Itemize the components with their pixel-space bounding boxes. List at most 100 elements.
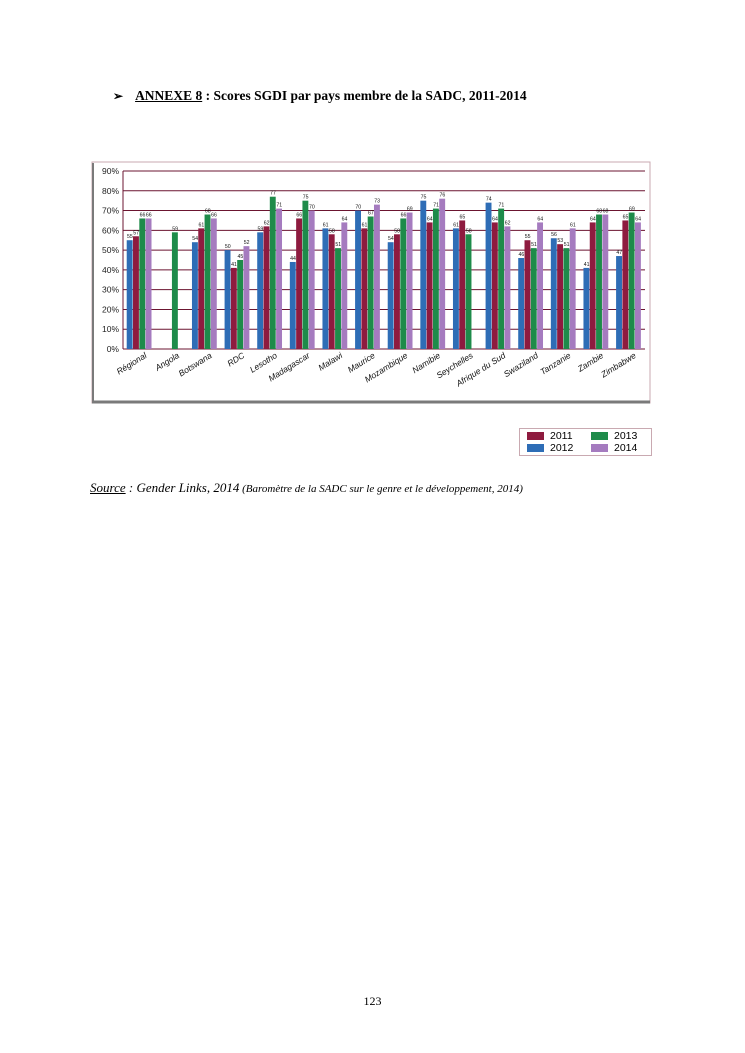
data-label: 75 [303, 195, 309, 201]
bar [504, 226, 510, 349]
bar [231, 268, 237, 349]
bar [407, 213, 413, 349]
bar [453, 228, 459, 349]
data-label: 64 [590, 216, 596, 222]
y-tick-label: 90% [102, 166, 119, 176]
data-label: 64 [427, 216, 433, 222]
legend-swatch-2014 [591, 444, 608, 452]
data-label: 71 [276, 203, 282, 209]
page-number: 123 [0, 994, 745, 1009]
bar [290, 262, 296, 349]
data-label: 55 [525, 234, 531, 240]
bar [329, 234, 335, 349]
data-label: 51 [335, 242, 341, 248]
bar [602, 215, 608, 349]
bar [551, 238, 557, 349]
data-label: 47 [616, 250, 622, 256]
data-label: 59 [172, 226, 178, 232]
data-label: 62 [264, 220, 270, 226]
bar [466, 234, 472, 349]
source-detail: (Baromètre de la SADC sur le genre et le… [239, 483, 522, 495]
bar [368, 216, 374, 349]
data-label: 56 [551, 232, 557, 238]
bar [355, 211, 361, 349]
bar [531, 248, 537, 349]
source-note: Source : Gender Links, 2014 (Baromètre d… [90, 480, 523, 496]
data-label: 54 [192, 236, 198, 242]
legend-label-2011: 2011 [550, 430, 573, 442]
y-tick-label: 60% [102, 225, 119, 235]
bar [635, 222, 641, 349]
data-label: 62 [505, 220, 511, 226]
data-label: 66 [296, 212, 302, 218]
annex-label: ANNEXE 8 [135, 88, 202, 103]
data-label: 55 [127, 234, 133, 240]
data-label: 64 [635, 216, 641, 222]
bar [276, 209, 282, 349]
y-tick-label: 10% [102, 324, 119, 334]
legend-item-2013: 2013 [591, 430, 637, 442]
bar [622, 220, 628, 349]
bar [427, 222, 433, 349]
chart-container: 0% 10% 20% 30% 40% 50% 60% 70% 80% 90% 55 57 66 66 Rég… [90, 160, 652, 405]
legend-swatch-2013 [591, 432, 608, 440]
bar [400, 218, 406, 349]
data-label: 50 [225, 244, 231, 250]
data-label: 69 [407, 207, 413, 213]
bar [525, 240, 531, 349]
data-label: 64 [492, 216, 498, 222]
data-label: 58 [466, 228, 472, 234]
data-label: 52 [244, 240, 250, 246]
bar [629, 213, 635, 349]
bar [486, 203, 492, 349]
data-label: 67 [368, 210, 374, 216]
bar [127, 240, 133, 349]
bar [570, 228, 576, 349]
data-label: 64 [342, 216, 348, 222]
bar [361, 228, 367, 349]
legend-swatch-2012 [527, 444, 544, 452]
bar [341, 222, 347, 349]
bar [192, 242, 198, 349]
data-label: 41 [584, 262, 590, 268]
bar [420, 201, 426, 349]
bullet-arrow-icon: ➢ [113, 89, 123, 104]
data-label: 65 [460, 214, 466, 220]
y-tick-label: 50% [102, 245, 119, 255]
bar [388, 242, 394, 349]
bar [225, 250, 231, 349]
data-label: 51 [531, 242, 537, 248]
data-label: 68 [596, 209, 602, 215]
bar [198, 228, 204, 349]
data-label: 53 [557, 238, 563, 244]
bar [335, 248, 341, 349]
bar [205, 215, 211, 349]
bar [322, 228, 328, 349]
data-label: 45 [237, 254, 243, 260]
bar [596, 215, 602, 349]
data-label: 69 [629, 207, 635, 213]
data-label: 58 [329, 228, 335, 234]
source-label: Source [90, 480, 126, 495]
data-label: 70 [355, 205, 361, 211]
legend-swatch-2011 [527, 432, 544, 440]
chart-legend: 2011 2013 2012 2014 [519, 428, 652, 456]
legend-item-2012: 2012 [527, 442, 573, 454]
bar [583, 268, 589, 349]
bar [309, 211, 315, 349]
legend-label-2013: 2013 [614, 430, 637, 442]
bar [133, 236, 139, 349]
bar [270, 197, 276, 349]
legend-item-2011: 2011 [527, 430, 573, 442]
data-label: 46 [518, 252, 524, 258]
data-label: 58 [394, 228, 400, 234]
y-tick-label: 80% [102, 186, 119, 196]
data-label: 68 [603, 209, 609, 215]
data-label: 64 [537, 216, 543, 222]
data-label: 61 [199, 222, 205, 228]
bar [433, 209, 439, 349]
annex-heading: ➢ ANNEXE 8 : Scores SGDI par pays membre… [113, 88, 527, 104]
y-tick-label: 70% [102, 206, 119, 216]
data-label: 59 [257, 226, 263, 232]
legend-label-2012: 2012 [550, 442, 573, 454]
